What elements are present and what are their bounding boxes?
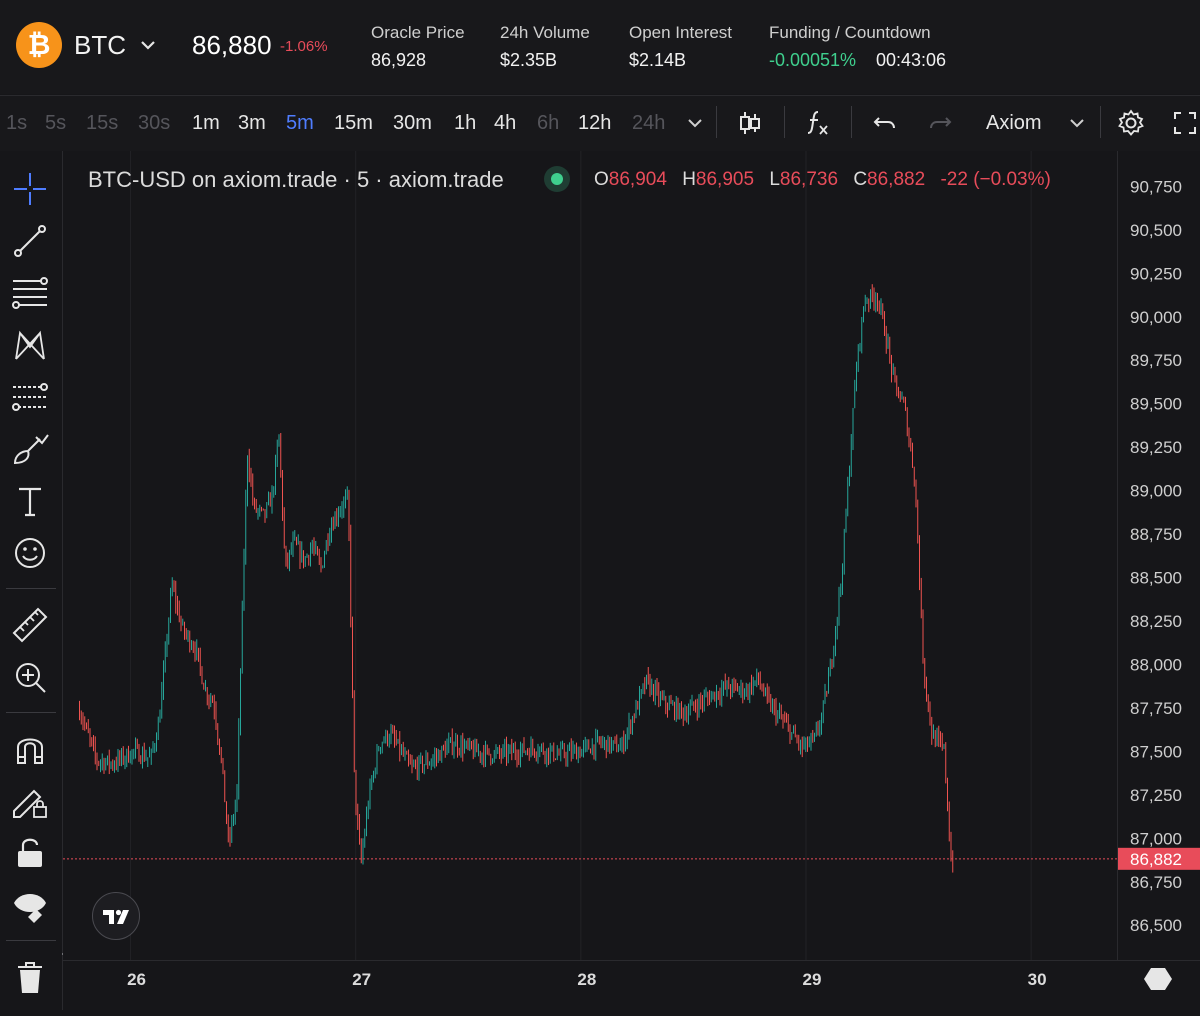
chevron-down-icon[interactable] bbox=[680, 108, 710, 138]
ohlc-high: 86,905 bbox=[695, 169, 755, 190]
timeframe-6h[interactable]: 6h bbox=[537, 112, 560, 134]
redo-icon[interactable] bbox=[925, 108, 955, 138]
open-interest-label: Open Interest bbox=[629, 23, 733, 42]
timeframe-5m[interactable]: 5m bbox=[286, 112, 314, 134]
mark-price: 86,880 bbox=[192, 30, 272, 60]
fib-icon[interactable] bbox=[10, 273, 50, 313]
ohlc-low: 86,736 bbox=[779, 169, 839, 190]
price-chart[interactable] bbox=[63, 151, 1117, 960]
chart-settings-icon[interactable] bbox=[1144, 968, 1172, 990]
ohlc-close: 86,882 bbox=[867, 169, 926, 190]
y-tick-label: 90,250 bbox=[1130, 264, 1182, 283]
timeframe-4h[interactable]: 4h bbox=[494, 112, 517, 134]
brush-icon[interactable] bbox=[10, 429, 50, 469]
timeframe-3m[interactable]: 3m bbox=[238, 112, 266, 134]
timeframe-1s[interactable]: 1s bbox=[6, 112, 28, 134]
ruler-icon[interactable] bbox=[10, 605, 50, 645]
volume-value: $2.35B bbox=[500, 50, 558, 70]
chart-legend-title: BTC-USD on axiom.trade · 5 · axiom.trade bbox=[88, 167, 504, 192]
crosshair-icon[interactable] bbox=[10, 169, 50, 209]
ohlc-open-label: O bbox=[594, 169, 609, 190]
market-status-icon bbox=[544, 166, 570, 192]
volume-label: 24h Volume bbox=[500, 23, 590, 42]
x-tick-label: 27 bbox=[352, 970, 371, 989]
chevron-down-icon[interactable] bbox=[138, 36, 158, 54]
emoji-icon[interactable] bbox=[10, 533, 50, 573]
forecast-icon[interactable] bbox=[10, 377, 50, 417]
lock-drawing-icon[interactable] bbox=[10, 781, 50, 821]
ohlc-change: -22 (−0.03%) bbox=[940, 169, 1051, 190]
market-header: ₿ BTC 86,880 -1.06% Oracle Price 86,928 … bbox=[0, 0, 1200, 94]
timeframe-1m[interactable]: 1m bbox=[192, 112, 220, 134]
y-tick-label: 87,750 bbox=[1130, 699, 1182, 718]
tradingview-logo[interactable] bbox=[92, 892, 140, 940]
last-price-badge bbox=[1118, 847, 1200, 870]
text-icon[interactable] bbox=[10, 481, 50, 521]
x-tick-label: 28 bbox=[577, 970, 596, 989]
y-tick-label: 89,500 bbox=[1130, 395, 1182, 414]
market-symbol[interactable]: BTC bbox=[74, 30, 126, 60]
open-interest-value: $2.14B bbox=[629, 50, 687, 70]
eye-icon[interactable] bbox=[10, 885, 50, 925]
magnet-icon[interactable] bbox=[10, 729, 50, 769]
funding-label: Funding / Countdown bbox=[769, 23, 931, 42]
timeframe-15m[interactable]: 15m bbox=[334, 112, 373, 134]
x-tick-label: 30 bbox=[1028, 970, 1047, 989]
price-change: -1.06% bbox=[280, 38, 328, 55]
chart-toolbar: 1s 5s 15s 30s 1m 3m 5m 15m 30m 1h 4h 6h … bbox=[0, 95, 1200, 152]
y-tick-label: 88,500 bbox=[1130, 569, 1182, 588]
indicators-icon[interactable] bbox=[802, 108, 832, 138]
x-tick-label: 26 bbox=[127, 970, 146, 989]
timeframe-24h[interactable]: 24h bbox=[632, 112, 666, 134]
settings-icon[interactable] bbox=[1116, 108, 1146, 138]
bitcoin-icon[interactable]: ₿ bbox=[16, 22, 62, 68]
y-tick-label: 89,000 bbox=[1130, 482, 1182, 501]
drawing-toolbar bbox=[0, 151, 69, 1010]
ohlc-close-label: C bbox=[853, 169, 868, 190]
undo-icon[interactable] bbox=[870, 108, 900, 138]
y-tick-label: 87,500 bbox=[1130, 742, 1182, 761]
ohlc-open: 86,904 bbox=[608, 169, 667, 190]
tradingview-icon bbox=[103, 909, 129, 924]
timeframe-15s[interactable]: 15s bbox=[86, 112, 119, 134]
trash-icon[interactable] bbox=[10, 957, 50, 997]
y-tick-label: 90,750 bbox=[1130, 177, 1182, 196]
y-tick-label: 90,000 bbox=[1130, 308, 1182, 327]
funding-rate-value: -0.00051% bbox=[769, 50, 857, 70]
oracle-price-label: Oracle Price bbox=[371, 23, 465, 42]
y-tick-label: 86,750 bbox=[1130, 873, 1182, 892]
y-tick-label: 86,500 bbox=[1130, 916, 1182, 935]
funding-countdown: 00:43:06 bbox=[876, 50, 947, 70]
y-tick-label: 88,000 bbox=[1130, 655, 1182, 674]
pattern-icon[interactable] bbox=[10, 325, 50, 365]
ohlc-high-label: H bbox=[682, 169, 696, 190]
ohlc-low-label: L bbox=[769, 169, 780, 190]
y-tick-label: 87,000 bbox=[1130, 829, 1182, 848]
layout-selector[interactable]: Axiom bbox=[986, 112, 1042, 134]
oracle-price-value: 86,928 bbox=[371, 50, 427, 70]
y-tick-label: 90,500 bbox=[1130, 221, 1182, 240]
price-axis[interactable]: 90,750 90,500 90,250 90,000 89,750 89,500 89,2… bbox=[1117, 151, 1200, 960]
lock-icon[interactable] bbox=[10, 833, 50, 873]
last-price-label: 86,882 bbox=[1130, 850, 1182, 869]
x-tick-label: 29 bbox=[803, 970, 822, 989]
timeframe-30s[interactable]: 30s bbox=[138, 112, 171, 134]
trendline-icon[interactable] bbox=[10, 221, 50, 261]
timeframe-5s[interactable]: 5s bbox=[45, 112, 67, 134]
candlestick-canvas[interactable] bbox=[63, 151, 1117, 960]
chevron-down-icon[interactable] bbox=[1062, 108, 1092, 138]
timeframe-1h[interactable]: 1h bbox=[454, 112, 477, 134]
ohlc-legend: O86,904 H86,905 L86,736 C86,882 -22 (−0.… bbox=[594, 169, 1061, 191]
candles-icon[interactable] bbox=[735, 108, 765, 138]
zoom-icon[interactable] bbox=[10, 657, 50, 697]
y-tick-label: 88,750 bbox=[1130, 525, 1182, 544]
timeframe-30m[interactable]: 30m bbox=[393, 112, 432, 134]
time-axis[interactable]: 26 27 28 29 30 bbox=[63, 960, 1200, 1011]
y-tick-label: 88,250 bbox=[1130, 612, 1182, 631]
y-tick-label: 89,750 bbox=[1130, 351, 1182, 370]
timeframe-12h[interactable]: 12h bbox=[578, 112, 612, 134]
fullscreen-icon[interactable] bbox=[1170, 108, 1200, 138]
y-tick-label: 89,250 bbox=[1130, 438, 1182, 457]
y-tick-label: 87,250 bbox=[1130, 786, 1182, 805]
